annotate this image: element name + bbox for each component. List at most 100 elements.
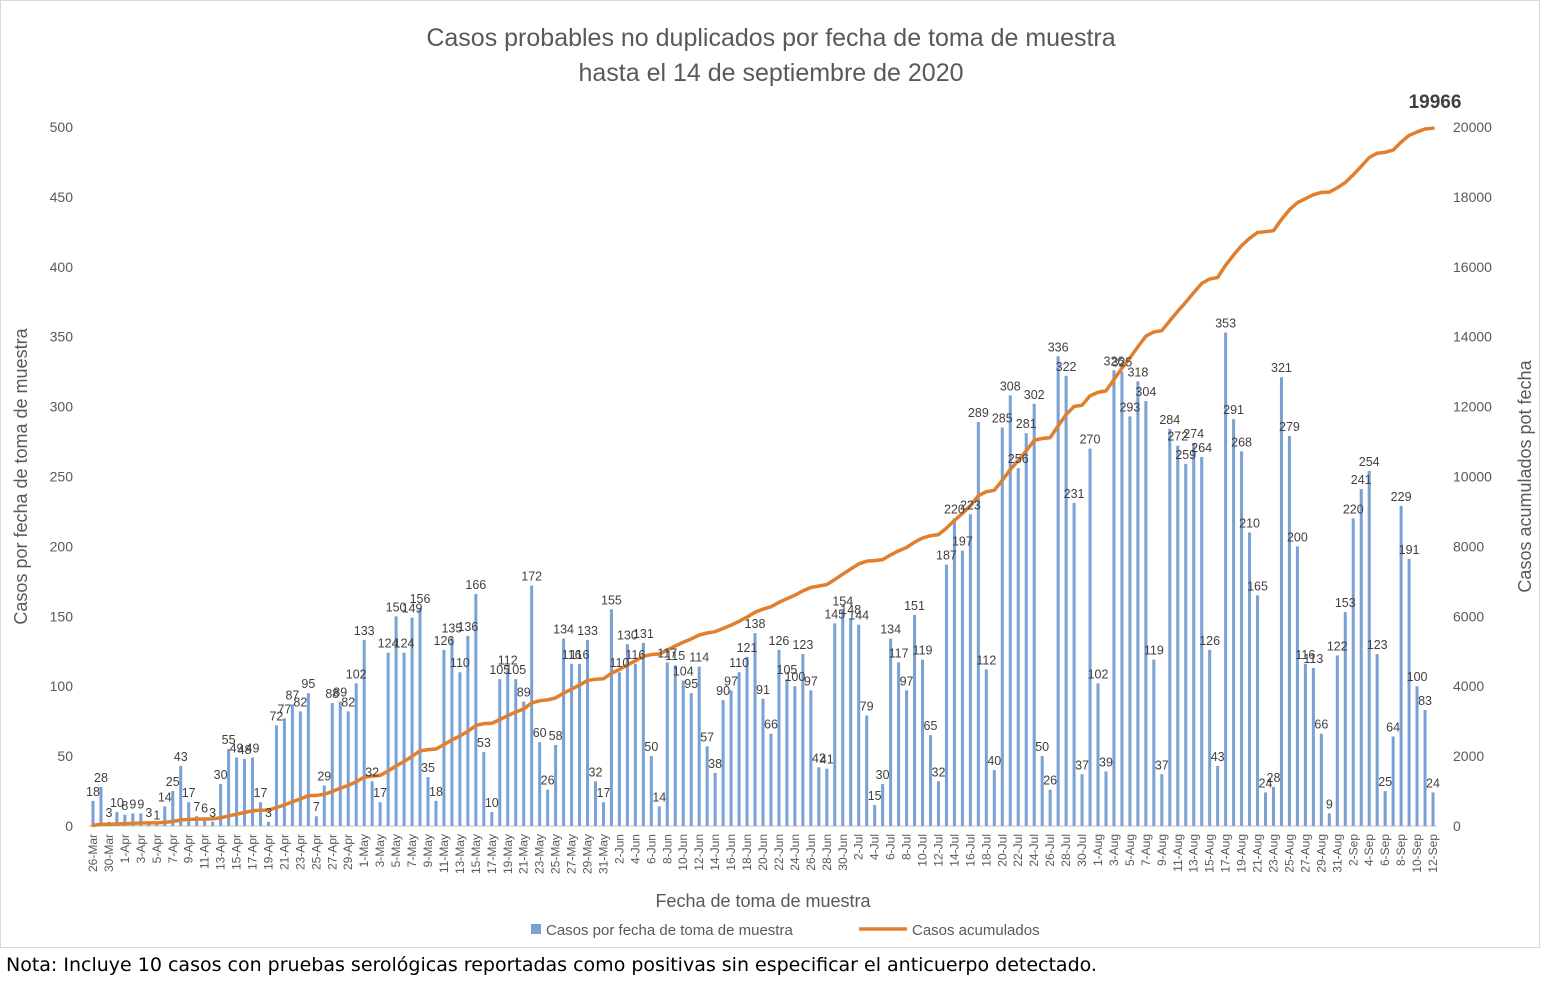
bar bbox=[1032, 403, 1036, 826]
y2-tick-label: 4000 bbox=[1453, 678, 1484, 694]
x-tick-label: 1-Apr bbox=[118, 834, 132, 863]
bar bbox=[1240, 451, 1244, 826]
x-tick-label: 5-Aug bbox=[1123, 834, 1137, 866]
bar-data-label: 112 bbox=[976, 653, 996, 667]
x-tick-label: 30-Mar bbox=[102, 834, 116, 872]
bar-data-label: 116 bbox=[1295, 648, 1315, 662]
bar-data-label: 264 bbox=[1191, 441, 1212, 455]
y-tick-label: 500 bbox=[50, 119, 74, 135]
bar-data-label: 126 bbox=[769, 634, 790, 648]
bar-data-label: 82 bbox=[341, 695, 355, 709]
x-tick-label: 3-May bbox=[373, 834, 387, 867]
bar bbox=[1383, 791, 1387, 826]
bar-data-label: 116 bbox=[562, 648, 582, 662]
bar-data-label: 29 bbox=[317, 769, 331, 783]
y-tick-label: 400 bbox=[50, 259, 74, 275]
x-tick-label: 5-May bbox=[389, 834, 403, 867]
x-tick-label: 3-Aug bbox=[1107, 834, 1121, 866]
bar bbox=[306, 693, 310, 826]
bar bbox=[235, 757, 239, 826]
bar bbox=[697, 666, 701, 826]
x-tick-label: 15-May bbox=[469, 834, 483, 874]
bar-data-label: 256 bbox=[1008, 452, 1029, 466]
y-tick-label: 350 bbox=[50, 329, 74, 345]
bar-data-label: 97 bbox=[900, 674, 914, 688]
bar bbox=[1008, 395, 1012, 826]
bar-data-label: 110 bbox=[729, 656, 749, 670]
bar bbox=[123, 814, 127, 826]
bar-data-label: 60 bbox=[533, 726, 547, 740]
bar bbox=[1176, 445, 1180, 826]
bar bbox=[881, 784, 885, 826]
footnote: Nota: Incluye 10 casos con pruebas serol… bbox=[6, 954, 1097, 976]
bar-data-label: 79 bbox=[860, 700, 874, 714]
bar bbox=[1232, 419, 1236, 826]
bar-data-label: 90 bbox=[716, 684, 730, 698]
x-tick-label: 6-Jun bbox=[644, 834, 658, 864]
bar bbox=[968, 514, 972, 826]
x-tick-label: 29-May bbox=[581, 834, 595, 874]
bar bbox=[474, 593, 478, 826]
bar bbox=[1056, 356, 1060, 826]
bar bbox=[1248, 532, 1252, 826]
bar bbox=[514, 679, 518, 826]
bar bbox=[1327, 813, 1331, 826]
bar-data-label: 259 bbox=[1175, 448, 1196, 462]
x-tick-label: 8-Jul bbox=[900, 834, 914, 860]
bar bbox=[1375, 654, 1379, 826]
x-tick-label: 29-Aug bbox=[1314, 834, 1328, 873]
x-tick-label: 30-Jul bbox=[1075, 834, 1089, 867]
bar bbox=[394, 616, 398, 826]
bar-data-label: 123 bbox=[792, 638, 813, 652]
bar-data-label: 121 bbox=[737, 641, 758, 655]
bar bbox=[450, 637, 454, 826]
x-tick-label: 25-May bbox=[549, 834, 563, 874]
bar-data-label: 116 bbox=[625, 648, 645, 662]
bar bbox=[1152, 659, 1156, 826]
x-tick-label: 2-Sep bbox=[1346, 834, 1360, 866]
bar-data-label: 153 bbox=[1335, 596, 1356, 610]
bar-data-label: 105 bbox=[505, 663, 526, 677]
bar-data-label: 274 bbox=[1183, 427, 1204, 441]
bar-data-label: 25 bbox=[166, 775, 180, 789]
bar-data-label: 220 bbox=[944, 502, 965, 516]
bar-data-label: 135 bbox=[441, 621, 462, 635]
chart-title-line-2: hasta el 14 de septiembre de 2020 bbox=[579, 59, 964, 87]
x-tick-label: 24-Jun bbox=[788, 834, 802, 871]
bar bbox=[131, 813, 135, 826]
bar bbox=[841, 610, 845, 826]
x-tick-label: 3-Apr bbox=[134, 834, 148, 863]
bar-data-label: 53 bbox=[477, 736, 491, 750]
x-tick-label: 4-Jul bbox=[868, 834, 882, 860]
bar-data-label: 9 bbox=[137, 797, 144, 811]
bar bbox=[298, 711, 302, 826]
bar-data-label: 30 bbox=[214, 768, 228, 782]
x-tick-label: 15-Aug bbox=[1203, 834, 1217, 873]
bar bbox=[936, 781, 940, 826]
bar bbox=[1160, 774, 1164, 826]
bar-data-label: 105 bbox=[489, 663, 510, 677]
bar bbox=[1120, 371, 1124, 826]
bar bbox=[482, 751, 486, 826]
x-tick-label: 12-Jun bbox=[692, 834, 706, 871]
bar-data-label: 28 bbox=[1267, 771, 1281, 785]
bar bbox=[1311, 668, 1315, 826]
bar-data-label: 172 bbox=[521, 570, 542, 584]
y2-tick-label: 18000 bbox=[1453, 189, 1492, 205]
bar-data-label: 123 bbox=[1367, 638, 1388, 652]
bar bbox=[857, 624, 861, 826]
bar bbox=[1407, 558, 1411, 826]
bar bbox=[290, 704, 294, 826]
x-tick-label: 1-May bbox=[357, 834, 371, 867]
bar bbox=[1303, 663, 1307, 826]
bar bbox=[258, 802, 263, 826]
bar bbox=[889, 638, 893, 826]
bar bbox=[274, 725, 278, 826]
bar bbox=[1351, 518, 1355, 826]
bar bbox=[1279, 377, 1283, 826]
bar-data-label: 272 bbox=[1167, 430, 1188, 444]
bar bbox=[187, 802, 191, 826]
bar-data-label: 55 bbox=[222, 733, 236, 747]
bar-data-label: 117 bbox=[657, 646, 677, 660]
y-tick-label: 100 bbox=[50, 678, 74, 694]
